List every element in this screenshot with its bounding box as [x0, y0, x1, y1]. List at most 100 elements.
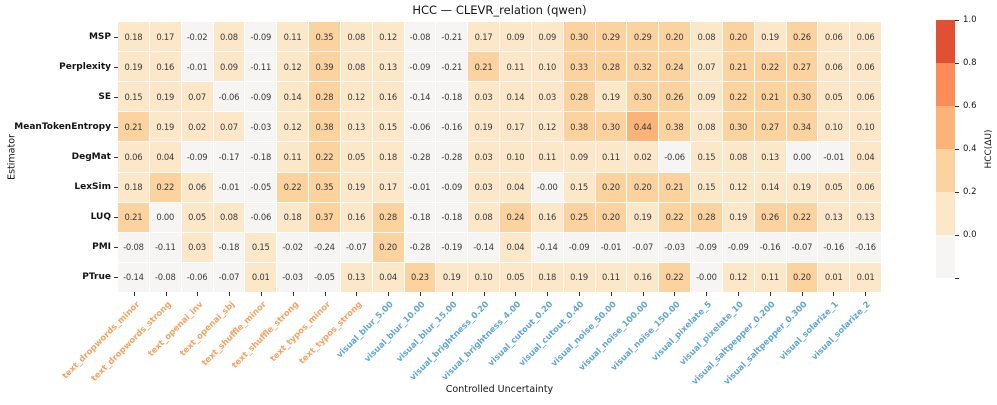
heatmap-cell: 0.19: [786, 172, 818, 202]
heatmap-cell: -0.01: [213, 172, 245, 202]
heatmap-cell: 0.19: [118, 52, 149, 82]
heatmap-cell: 0.25: [563, 202, 595, 232]
heatmap-cell: 0.08: [468, 202, 499, 232]
heatmap-cell: 0.29: [595, 22, 627, 52]
x-tick-mark: [388, 292, 390, 296]
heatmap-cell: -0.16: [818, 232, 850, 262]
heatmap-cell: -0.11: [245, 52, 277, 82]
heatmap-cell: 0.03: [181, 232, 213, 262]
heatmap-cell: -0.18: [404, 202, 436, 232]
heatmap-cell: -0.08: [404, 22, 436, 52]
x-tick-mark: [833, 292, 835, 296]
heatmap-cell: -0.14: [118, 262, 149, 292]
heatmap-cell: -0.05: [309, 262, 340, 292]
heatmap-cell: 0.20: [372, 232, 404, 262]
colorbar-tick-label: 0.4: [963, 144, 977, 154]
heatmap-cell: -0.21: [436, 52, 468, 82]
heatmap-cell: 0.16: [149, 52, 181, 82]
heatmap-cell: -0.07: [786, 232, 818, 262]
colorbar-label: HCC(ΔU): [984, 129, 994, 169]
heatmap-cell: -0.09: [436, 172, 468, 202]
heatmap-cell: 0.15: [691, 142, 722, 172]
x-tick-mark: [674, 292, 676, 296]
heatmap-cell: 0.21: [118, 202, 149, 232]
heatmap-cell: 0.21: [659, 172, 690, 202]
heatmap-cell: 0.00: [786, 142, 818, 172]
heatmap-cell: 0.15: [372, 112, 404, 142]
y-tick-label: PMI: [0, 232, 118, 262]
heatmap-cell: 0.01: [245, 262, 277, 292]
heatmap-cell: 0.20: [722, 22, 754, 52]
heatmap-cell: -0.03: [659, 232, 690, 262]
y-tick-label: SE: [0, 82, 118, 112]
heatmap-cell: -0.18: [213, 232, 245, 262]
heatmap-cell: 0.03: [531, 82, 563, 112]
heatmap-cell: -0.03: [245, 112, 277, 142]
heatmap-cell: -0.14: [531, 232, 563, 262]
heatmap-cell: 0.19: [436, 262, 468, 292]
heatmap-cell: 0.15: [563, 172, 595, 202]
colorbar-tick-mark: [955, 192, 959, 193]
x-tick-mark: [197, 292, 199, 296]
x-tick-mark: [292, 292, 294, 296]
heatmap-cell: -0.01: [818, 142, 850, 172]
heatmap-cell: -0.02: [277, 232, 308, 262]
heatmap-cell: -0.00: [531, 172, 563, 202]
x-tick-mark: [737, 292, 739, 296]
heatmap-cell: 0.06: [181, 172, 213, 202]
heatmap-cell: 0.32: [627, 52, 659, 82]
heatmap-cell: 0.27: [754, 112, 786, 142]
heatmap-cell: 0.12: [531, 112, 563, 142]
x-tick-mark: [261, 292, 263, 296]
heatmap-cell: 0.07: [213, 112, 245, 142]
colorbar-segment: [936, 149, 955, 192]
heatmap-cell: 0.20: [595, 172, 627, 202]
heatmap-cell: 0.08: [722, 142, 754, 172]
heatmap-cell: -0.03: [277, 262, 308, 292]
x-axis-title: Controlled Uncertainty: [445, 384, 554, 395]
heatmap-cell: 0.02: [181, 112, 213, 142]
y-tick-mark: [114, 156, 118, 158]
heatmap-cell: 0.06: [818, 52, 850, 82]
x-tick-mark: [483, 292, 485, 296]
heatmap-cell: 0.03: [468, 142, 499, 172]
heatmap-cell: 0.30: [563, 22, 595, 52]
heatmap-cell: 0.27: [786, 52, 818, 82]
heatmap-cell: -0.01: [404, 172, 436, 202]
heatmap-cell: -0.24: [309, 232, 340, 262]
heatmap-cell: 0.26: [659, 82, 690, 112]
colorbar-tick-mark: [955, 149, 959, 150]
heatmap-cell: 0.19: [468, 112, 499, 142]
heatmap-cell: -0.08: [118, 232, 149, 262]
heatmap-cell: 0.09: [691, 82, 722, 112]
heatmap-cell: 0.28: [691, 202, 722, 232]
heatmap-cell: 0.29: [627, 22, 659, 52]
heatmap-cell: 0.20: [627, 172, 659, 202]
x-tick-mark: [769, 292, 771, 296]
heatmap-cell: -0.07: [213, 262, 245, 292]
heatmap-cell: 0.08: [213, 22, 245, 52]
colorbar-tick-label: 0.0: [963, 230, 977, 240]
heatmap-cell: 0.05: [500, 262, 531, 292]
heatmap-cell: -0.17: [213, 142, 245, 172]
heatmap-cell: 0.12: [372, 22, 404, 52]
heatmap-cell: 0.26: [754, 202, 786, 232]
heatmap-cell: 0.18: [118, 22, 149, 52]
heatmap-cell: 0.35: [309, 172, 340, 202]
heatmap-cell: 0.26: [786, 22, 818, 52]
colorbar-segment: [936, 20, 955, 63]
heatmap-cell: 0.12: [277, 52, 308, 82]
heatmap-cell: 0.15: [245, 232, 277, 262]
heatmap-cell: 0.17: [149, 22, 181, 52]
y-axis-labels: MSP Perplexity SE MeanTokenEntropy DegMat Lex…: [0, 22, 118, 292]
heatmap-cell: 0.39: [309, 52, 340, 82]
heatmap-cell: 0.05: [340, 142, 372, 172]
heatmap-cell: -0.09: [404, 52, 436, 82]
heatmap-cell: 0.14: [277, 82, 308, 112]
colorbar: [936, 20, 955, 278]
heatmap-cell: 0.19: [149, 112, 181, 142]
heatmap-cell: 0.07: [181, 82, 213, 112]
heatmap-cell: 0.03: [468, 172, 499, 202]
heatmap-cell: 0.00: [149, 202, 181, 232]
heatmap-cell: 0.17: [468, 22, 499, 52]
